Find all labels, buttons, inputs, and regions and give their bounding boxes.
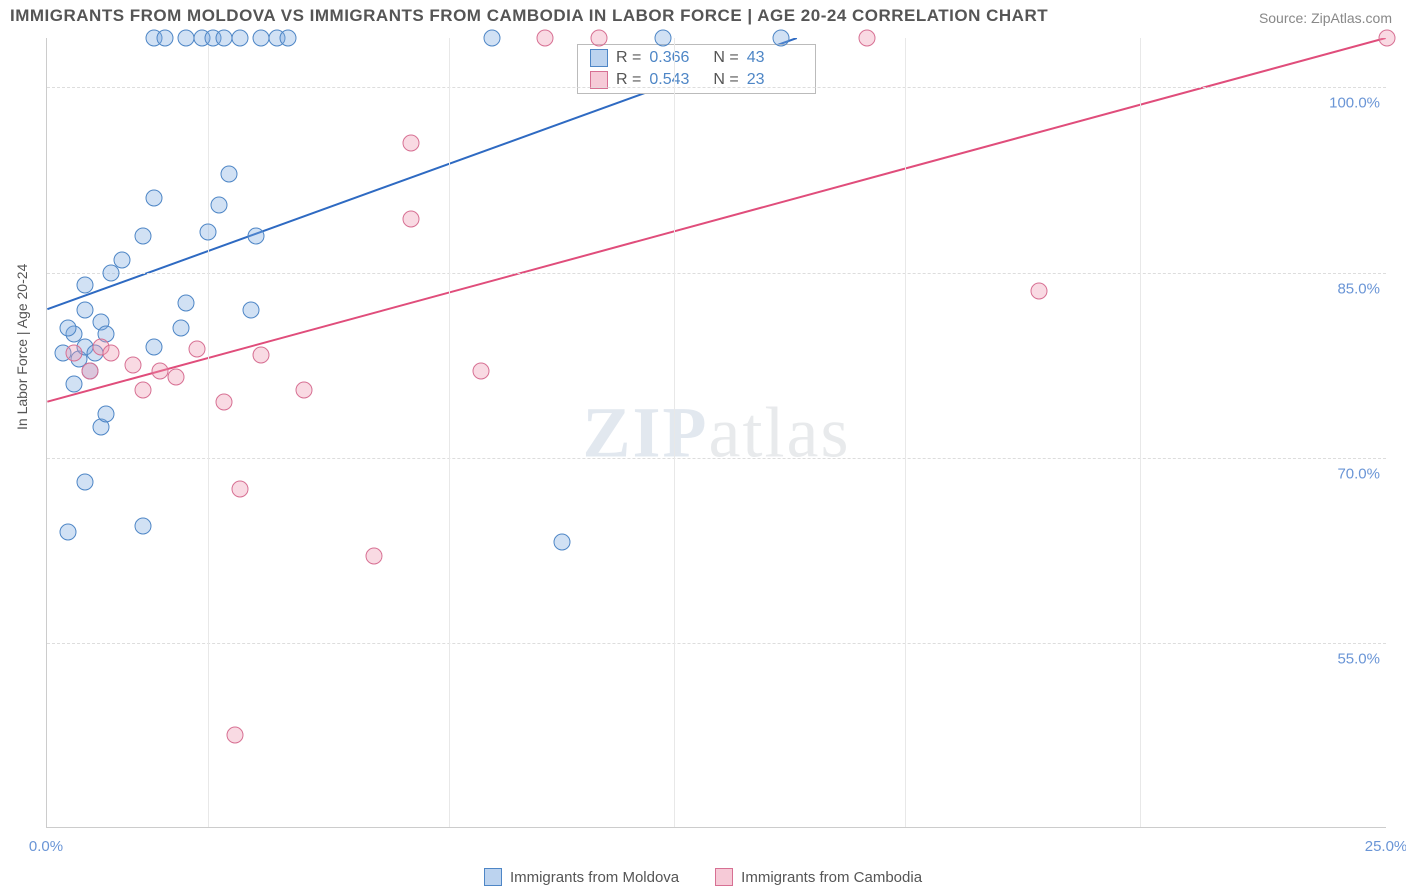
x-tick-label: 0.0%: [29, 838, 63, 855]
source-label: Source:: [1259, 10, 1311, 26]
gridline-vertical: [905, 38, 906, 827]
y-tick-label: 100.0%: [1329, 95, 1380, 112]
watermark-bold: ZIP: [583, 392, 709, 472]
legend-label: Immigrants from Cambodia: [741, 869, 922, 886]
data-point: [221, 165, 238, 182]
scatter-plot: ZIPatlas R = 0.366 N = 43 R = 0.543 N = …: [46, 38, 1386, 828]
data-point: [253, 347, 270, 364]
data-point: [103, 344, 120, 361]
data-point: [242, 301, 259, 318]
data-point: [773, 30, 790, 47]
data-point: [655, 30, 672, 47]
data-point: [178, 30, 195, 47]
data-point: [253, 30, 270, 47]
gridline-horizontal: [47, 273, 1386, 274]
data-point: [280, 30, 297, 47]
data-point: [135, 381, 152, 398]
gridline-vertical: [449, 38, 450, 827]
data-point: [76, 474, 93, 491]
watermark-rest: atlas: [709, 392, 851, 472]
swatch-moldova-icon: [484, 868, 502, 886]
data-point: [1030, 283, 1047, 300]
stat-n-label: N =: [713, 71, 738, 89]
legend-label: Immigrants from Moldova: [510, 869, 679, 886]
data-point: [231, 30, 248, 47]
data-point: [1379, 30, 1396, 47]
data-point: [215, 30, 232, 47]
gridline-horizontal: [47, 643, 1386, 644]
data-point: [178, 295, 195, 312]
data-point: [135, 227, 152, 244]
gridline-vertical: [208, 38, 209, 827]
stat-n-value: 43: [747, 49, 803, 67]
data-point: [173, 320, 190, 337]
swatch-moldova-icon: [590, 49, 608, 67]
data-point: [296, 381, 313, 398]
data-point: [65, 344, 82, 361]
gridline-horizontal: [47, 87, 1386, 88]
chart-title: IMMIGRANTS FROM MOLDOVA VS IMMIGRANTS FR…: [10, 6, 1048, 26]
source-attribution: Source: ZipAtlas.com: [1259, 10, 1392, 26]
data-point: [537, 30, 554, 47]
data-point: [365, 548, 382, 565]
swatch-cambodia-icon: [590, 71, 608, 89]
regression-lines: [47, 38, 1386, 827]
data-point: [215, 394, 232, 411]
data-point: [403, 134, 420, 151]
data-point: [76, 276, 93, 293]
stat-n-value: 23: [747, 71, 803, 89]
data-point: [248, 227, 265, 244]
swatch-cambodia-icon: [715, 868, 733, 886]
gridline-horizontal: [47, 458, 1386, 459]
data-point: [146, 190, 163, 207]
data-point: [97, 406, 114, 423]
data-point: [403, 211, 420, 228]
data-point: [189, 341, 206, 358]
data-point: [156, 30, 173, 47]
data-point: [199, 223, 216, 240]
data-point: [859, 30, 876, 47]
data-point: [210, 196, 227, 213]
data-point: [135, 517, 152, 534]
legend: Immigrants from Moldova Immigrants from …: [0, 868, 1406, 886]
stats-row-moldova: R = 0.366 N = 43: [578, 47, 815, 69]
data-point: [226, 727, 243, 744]
stat-n-label: N =: [713, 49, 738, 67]
stat-r-value: 0.543: [649, 71, 705, 89]
data-point: [151, 363, 168, 380]
stat-r-label: R =: [616, 71, 641, 89]
stat-r-label: R =: [616, 49, 641, 67]
data-point: [76, 301, 93, 318]
data-point: [473, 363, 490, 380]
data-point: [114, 252, 131, 269]
data-point: [60, 523, 77, 540]
data-point: [65, 375, 82, 392]
data-point: [591, 30, 608, 47]
data-point: [483, 30, 500, 47]
data-point: [167, 369, 184, 386]
gridline-vertical: [1140, 38, 1141, 827]
y-tick-label: 85.0%: [1337, 280, 1380, 297]
watermark-logo: ZIPatlas: [583, 391, 851, 474]
legend-item-cambodia: Immigrants from Cambodia: [715, 868, 922, 886]
stat-r-value: 0.366: [649, 49, 705, 67]
data-point: [81, 363, 98, 380]
data-point: [60, 320, 77, 337]
source-name: ZipAtlas.com: [1311, 10, 1392, 26]
data-point: [231, 480, 248, 497]
y-tick-label: 70.0%: [1337, 465, 1380, 482]
x-tick-label: 25.0%: [1365, 838, 1406, 855]
gridline-vertical: [674, 38, 675, 827]
legend-item-moldova: Immigrants from Moldova: [484, 868, 679, 886]
data-point: [124, 357, 141, 374]
y-tick-label: 55.0%: [1337, 650, 1380, 667]
data-point: [553, 533, 570, 550]
data-point: [146, 338, 163, 355]
y-axis-title: In Labor Force | Age 20-24: [14, 264, 30, 430]
